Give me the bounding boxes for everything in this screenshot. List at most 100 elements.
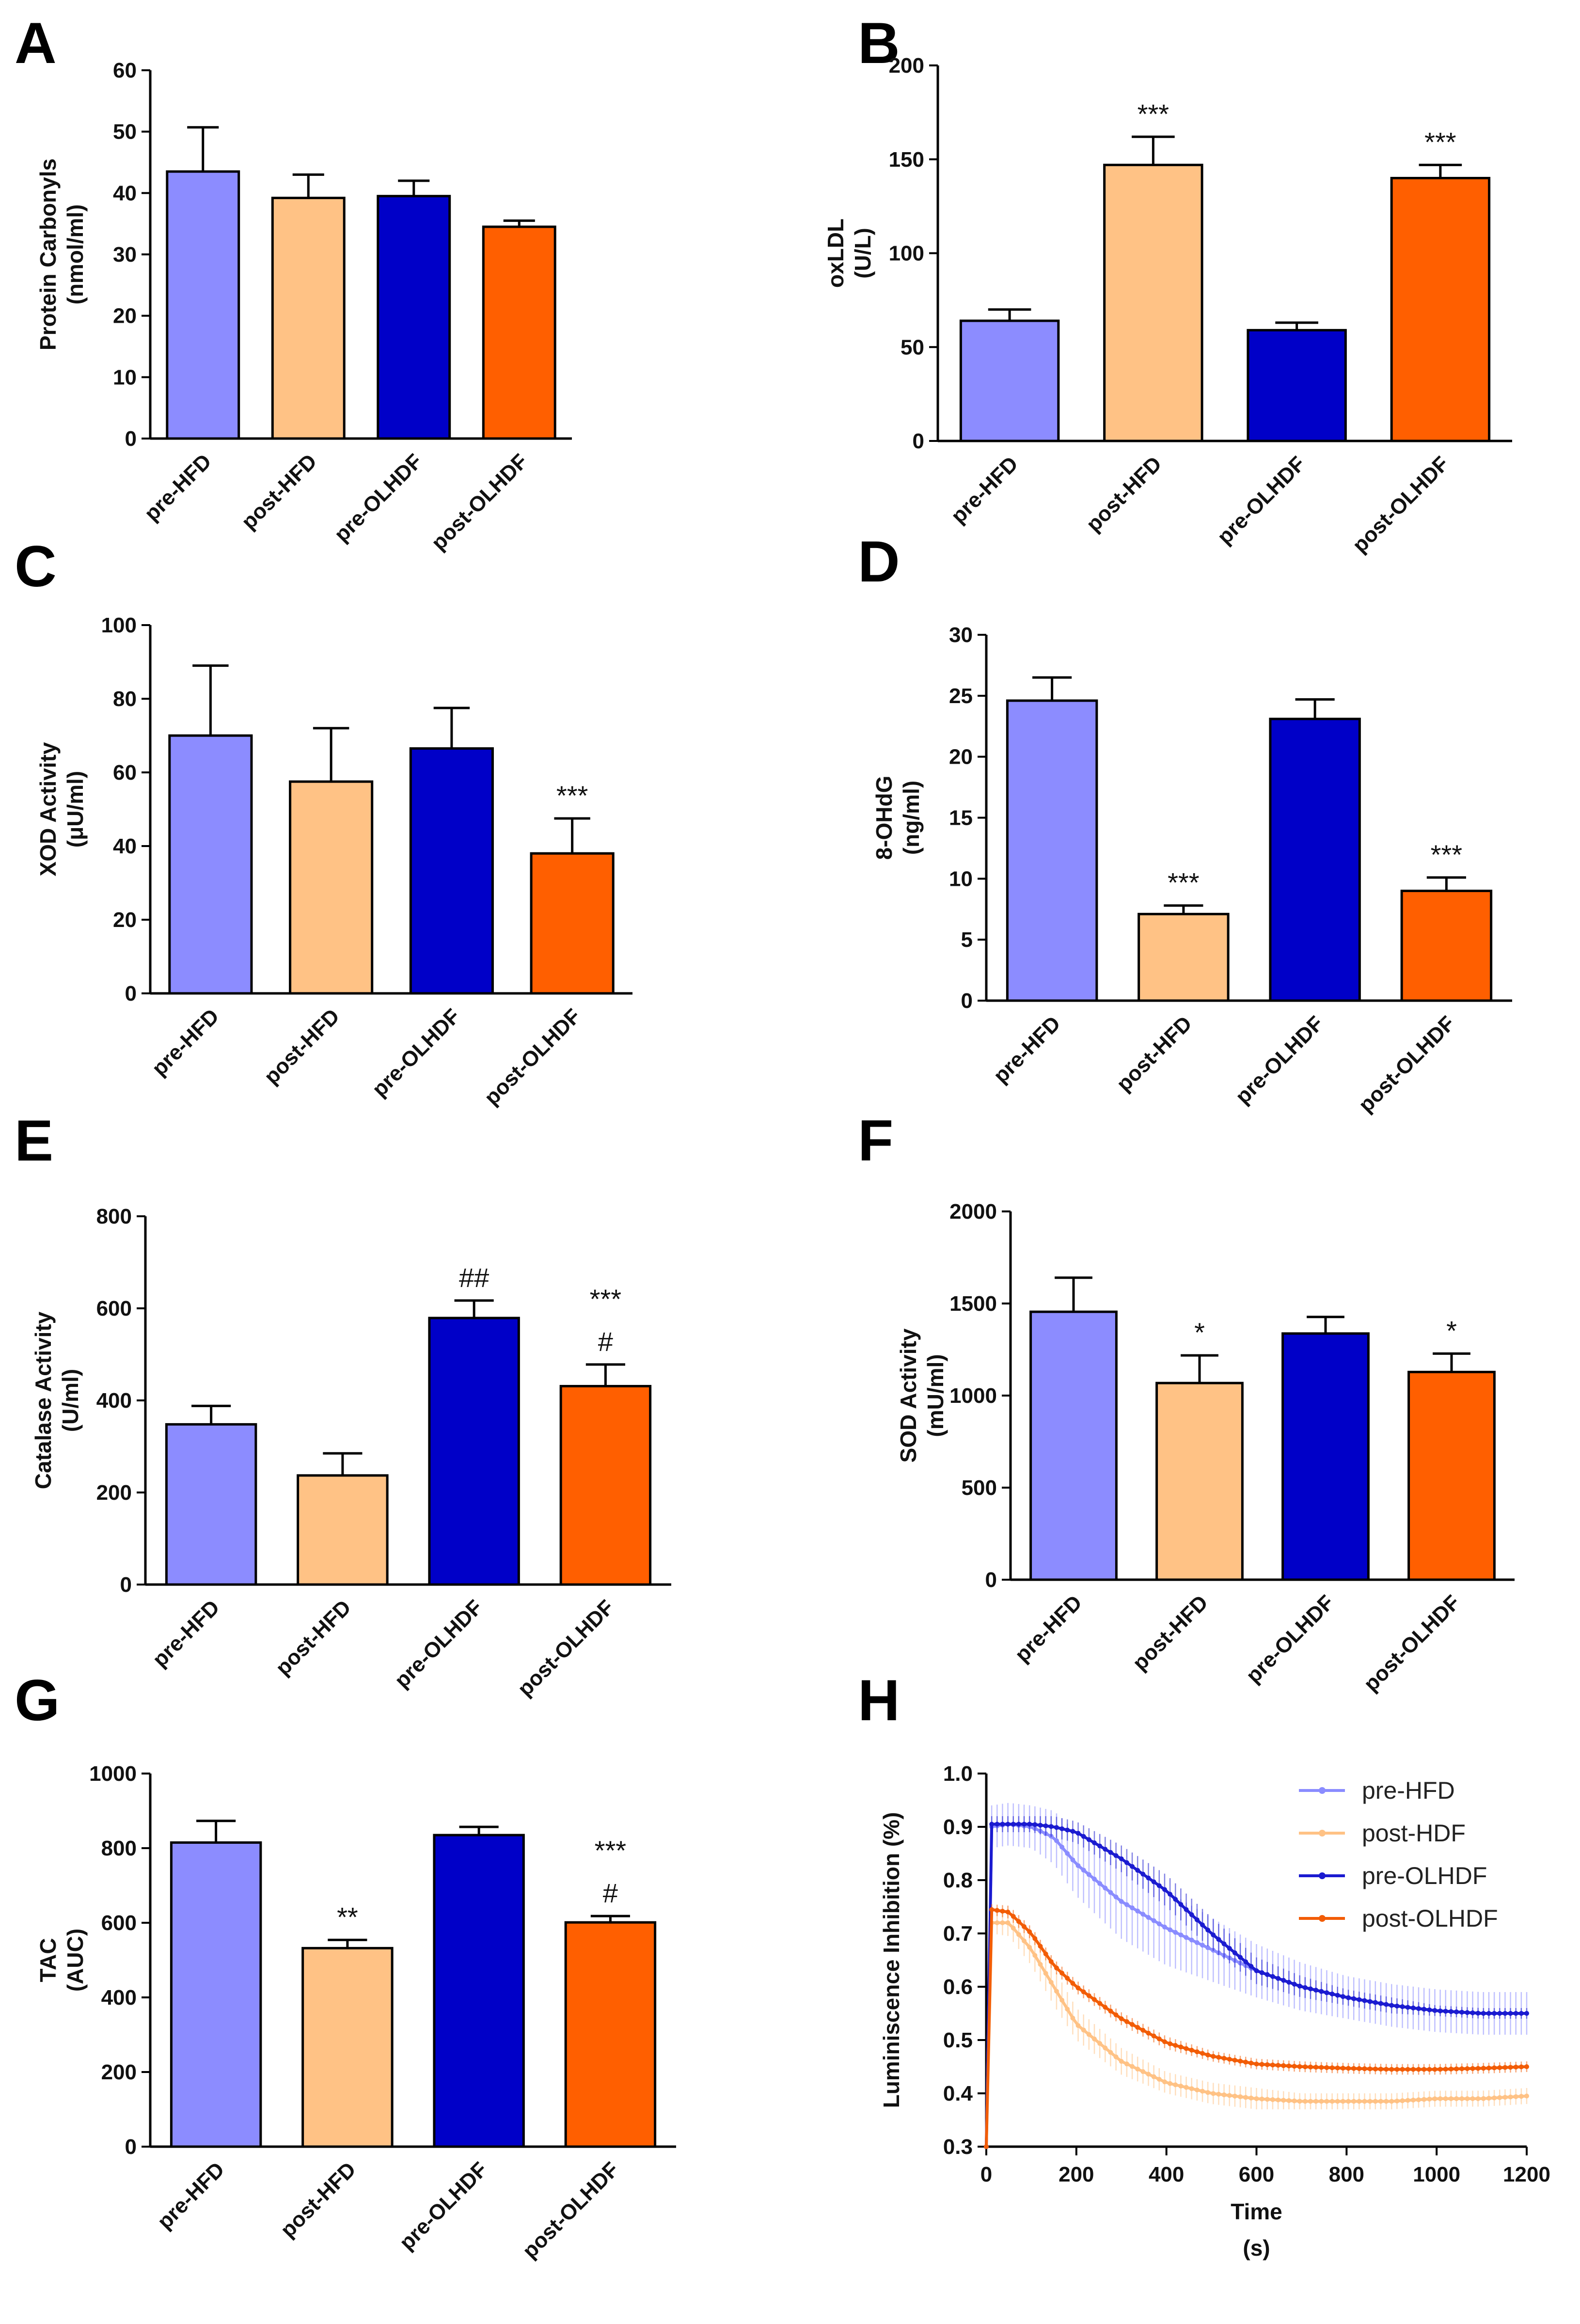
data-point: [1005, 1909, 1011, 1915]
bar-pre-olhdf: [409, 747, 494, 995]
data-point: [1162, 2079, 1167, 2085]
data-point: [1351, 2099, 1357, 2104]
y-axis-label-line: (AUC): [63, 1929, 88, 1992]
data-point: [1054, 1825, 1059, 1830]
data-point: [1508, 2065, 1513, 2070]
data-point: [1481, 2011, 1486, 2016]
data-point: [1059, 1826, 1065, 1831]
data-point: [1400, 2098, 1405, 2104]
y-tick-label: 80: [113, 687, 137, 711]
data-point: [995, 1920, 1000, 1925]
data-point: [1281, 2098, 1286, 2103]
significance-mark: ***: [590, 1284, 621, 1314]
data-point: [1281, 2063, 1286, 2068]
data-point: [1454, 2096, 1459, 2101]
data-point: [995, 1908, 1000, 1913]
category-label: pre-OLHDF: [1241, 1590, 1339, 1688]
bar-pre-olhdf: [433, 1834, 525, 2148]
data-point: [1243, 2059, 1248, 2065]
data-point: [1086, 1837, 1091, 1842]
data-point: [1027, 1945, 1032, 1950]
data-point: [1378, 2066, 1383, 2072]
data-point: [1465, 2066, 1470, 2072]
data-point: [1151, 2033, 1156, 2039]
data-point: [1281, 1978, 1286, 1983]
data-point: [1394, 2003, 1400, 2009]
y-tick-label: 800: [101, 1837, 137, 1860]
data-point: [1232, 2093, 1237, 2099]
data-point: [1027, 1822, 1032, 1827]
panel-f: F 0 500 1000 1500 2000 SOD Activity(mU/ml) pre-…: [858, 1108, 1515, 1696]
category-label: post-HFD: [237, 449, 322, 534]
data-point: [1113, 2012, 1119, 2018]
data-point: [1329, 1991, 1335, 1996]
data-point: [1173, 1930, 1178, 1935]
data-point: [1502, 2065, 1508, 2070]
data-point: [1070, 1829, 1075, 1834]
y-tick-label: 500: [962, 1476, 997, 1500]
data-point: [1173, 1897, 1178, 1902]
data-point: [1113, 2054, 1119, 2059]
data-point: [1178, 2044, 1184, 2050]
data-point: [1043, 1823, 1048, 1829]
data-point: [1038, 1944, 1043, 1949]
data-point: [1286, 1979, 1292, 1985]
data-point: [1227, 2093, 1232, 2098]
x-tick-label: 200: [1059, 2163, 1094, 2186]
data-point: [1048, 1959, 1054, 1964]
panel-d: D 0 5 10 15 20 25 30 8-OHdG(ng/ml) pre-HFD *** post…: [858, 529, 1512, 1117]
y-axis-label: Luminiscence Inhibition (%): [879, 1812, 904, 2108]
data-point: [1113, 1853, 1119, 1858]
y-tick-label: 600: [96, 1297, 132, 1320]
data-point: [1270, 2062, 1275, 2068]
y-tick-label: 60: [113, 59, 137, 82]
data-point: [1405, 2098, 1410, 2103]
bar-post-olhdf: [530, 852, 615, 995]
data-point: [1378, 2001, 1383, 2006]
panel-letter: H: [858, 1668, 900, 1733]
bar-pre-hfd: [1029, 1310, 1118, 1581]
data-point: [1443, 2009, 1448, 2014]
y-axis-label-line: oxLDL: [823, 219, 848, 288]
data-point: [1205, 1945, 1211, 1950]
data-point: [1238, 2094, 1243, 2100]
significance-mark: ***: [556, 780, 588, 811]
data-point: [1443, 2096, 1448, 2101]
data-point: [1497, 2011, 1502, 2016]
data-point: [1200, 2051, 1205, 2056]
data-point: [1189, 2086, 1194, 2091]
data-point: [1238, 1955, 1243, 1960]
data-point: [1162, 1924, 1167, 1930]
data-point: [1092, 1876, 1097, 1882]
data-point: [1070, 2015, 1075, 2021]
data-point: [1032, 1822, 1038, 1827]
data-point: [1357, 1997, 1362, 2002]
series-pre-olhdf: [984, 1816, 1529, 2149]
legend-marker: [1319, 1915, 1326, 1922]
legend-label: post-HDF: [1362, 1820, 1466, 1847]
y-tick-label: 100: [889, 242, 924, 266]
data-point: [1086, 1993, 1091, 1998]
data-point: [1048, 1979, 1054, 1985]
y-tick-label: 0.5: [943, 2028, 973, 2052]
y-tick-label: 0.4: [943, 2082, 973, 2105]
data-point: [1092, 1997, 1097, 2002]
data-point: [1038, 1822, 1043, 1828]
category-label: pre-OLHDF: [330, 449, 427, 547]
x-axis-label: (s): [1243, 2235, 1270, 2261]
data-point: [1438, 2008, 1443, 2013]
data-point: [1264, 2062, 1270, 2067]
category-label: post-OLHDF: [1354, 1011, 1460, 1117]
data-point: [1232, 2057, 1237, 2063]
data-point: [1211, 2091, 1216, 2096]
data-point: [1340, 1994, 1345, 1999]
data-point: [1048, 1824, 1054, 1829]
y-tick-label: 0.6: [943, 1975, 973, 1999]
data-point: [984, 2144, 989, 2149]
bar-post-hfd: [271, 196, 346, 440]
data-point: [1022, 1822, 1027, 1827]
data-point: [1113, 1894, 1119, 1900]
data-point: [1032, 1936, 1038, 1941]
legend-label: pre-HFD: [1362, 1777, 1455, 1804]
data-point: [1340, 2066, 1345, 2071]
